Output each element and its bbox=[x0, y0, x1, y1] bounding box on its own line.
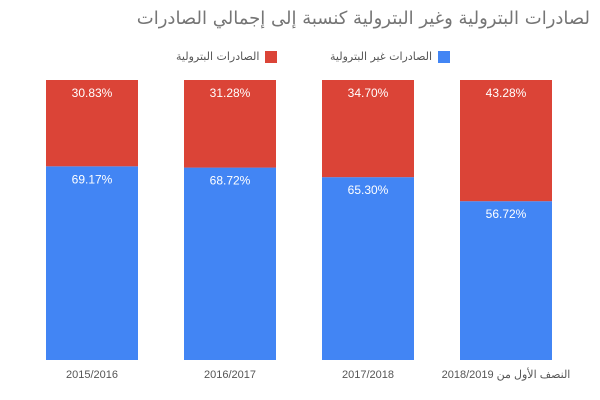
legend-swatch-oil bbox=[265, 50, 278, 63]
bar-non-oil-1 bbox=[184, 167, 276, 360]
bar-oil-3 bbox=[460, 80, 552, 202]
legend-swatch-non-oil bbox=[438, 50, 451, 63]
bar-non-oil-0 bbox=[46, 166, 138, 360]
x-tick-label-1: 2016/2017 bbox=[204, 369, 256, 381]
bar-oil-0 bbox=[46, 80, 138, 167]
data-label-oil-2: 34.70% bbox=[348, 86, 389, 100]
data-label-oil-0: 30.83% bbox=[72, 86, 113, 100]
legend-label-oil: الصادرات البترولية bbox=[176, 50, 260, 63]
data-label-oil-3: 43.28% bbox=[486, 86, 527, 100]
legend-item-oil: الصادرات البترولية bbox=[176, 50, 278, 63]
bar-oil-2 bbox=[322, 80, 414, 178]
bar-non-oil-2 bbox=[322, 177, 414, 360]
legend-item-non-oil: الصادرات غير البترولية bbox=[330, 50, 451, 63]
bar-non-oil-3 bbox=[460, 201, 552, 360]
data-label-non-oil-0: 69.17% bbox=[72, 172, 113, 186]
data-label-non-oil-1: 68.72% bbox=[210, 174, 251, 188]
data-label-non-oil-3: 56.72% bbox=[486, 207, 527, 221]
x-tick-label-0: 2015/2016 bbox=[66, 369, 118, 381]
data-label-non-oil-2: 65.30% bbox=[348, 183, 389, 197]
x-tick-label-3: النصف الأول من 2018/2019 bbox=[442, 367, 571, 381]
bar-oil-1 bbox=[184, 80, 276, 168]
legend-label-non-oil: الصادرات غير البترولية bbox=[330, 50, 433, 63]
x-tick-label-2: 2017/2018 bbox=[342, 369, 394, 381]
legend: الصادرات غير البترولية الصادرات البترولي… bbox=[0, 50, 600, 70]
data-label-oil-1: 31.28% bbox=[210, 86, 251, 100]
chart-title: لصادرات البترولية وغير البترولية كنسبة إ… bbox=[136, 8, 590, 29]
